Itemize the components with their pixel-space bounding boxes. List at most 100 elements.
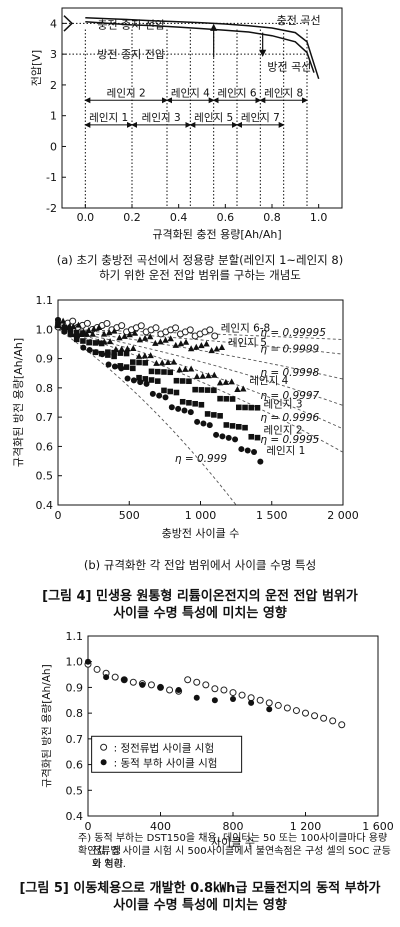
point-constant-current [229,689,237,697]
point-range-5 [111,327,118,334]
point-range-5 [131,329,139,336]
eta-label-5: η = 0.9996 [260,412,319,424]
eta-curve-3 [57,328,344,380]
eta-label-1: η = 0.99995 [260,327,326,339]
point-range-2 [123,364,130,370]
point-range-3 [111,349,117,356]
point-range-5 [75,321,82,328]
point-range-3 [73,329,80,336]
point-constant-current [320,714,328,722]
y-tick-label: 1.0 [36,323,54,336]
eta-label-6: η = 0.9995 [260,434,319,446]
x-tick-label: 1 600 [362,820,394,833]
point-range-5 [152,339,159,346]
point-dynamic-load [211,697,218,704]
point-range-2 [167,388,174,395]
point-range-1 [251,449,258,456]
point-range-1 [124,375,131,382]
point-range-1 [105,361,112,368]
figure-4a-caption-line2: 하기 위한 운전 전압 범위를 구하는 개념도 [99,268,301,282]
range-label-4: 레인지 4 [171,87,210,99]
point-range-2 [142,376,149,382]
x-tick-label: 800 [223,820,244,833]
point-dynamic-load [248,699,255,706]
point-range-3 [136,359,142,366]
point-range-6-8 [137,322,145,330]
point-range-2 [67,326,74,333]
point-range-3 [142,360,149,366]
point-range-3 [186,378,192,385]
figure-5-note-line3: 의 영향. [92,859,126,870]
y-tick-label: 1.0 [66,656,84,669]
point-range-1 [92,349,99,356]
point-range-4 [187,365,195,372]
y-tick-label: 0.6 [36,440,54,453]
y-tick-label: 0.9 [66,681,84,694]
y-tick-label: 0.5 [36,470,54,483]
point-range-4 [164,359,172,366]
point-range-2 [154,378,161,384]
point-constant-current [256,696,264,704]
point-range-4 [141,352,149,359]
x-axis-label: 규격화된 충전 용량[Ah/Ah] [152,228,281,241]
point-range-1 [187,409,194,416]
point-range-3 [204,387,211,393]
eta-label-3: η = 0.9998 [260,367,319,379]
y-tick-label: -2 [46,202,57,215]
series-label-3: 레인지 4 [249,375,288,387]
point-range-2 [229,423,236,429]
point-range-1 [232,436,239,443]
point-range-1 [244,447,251,454]
point-range-5 [172,341,179,348]
point-range-3 [98,340,105,347]
legend-label-2: : 동적 부하 사이클 시험 [114,756,218,769]
legend-label-1: : 정전류법 사이클 시험 [114,742,215,754]
y-tick-label: -1 [46,171,57,184]
annotation-charge-end: 충전 종지 전압 [97,18,165,31]
annotation-charge-curve: 충전 곡선 [277,14,321,27]
point-range-4 [106,338,114,345]
x-tick-label: 2 000 [327,509,359,522]
point-range-2 [136,374,142,381]
point-range-6-8 [103,320,111,328]
point-range-3 [148,368,155,375]
point-range-6-8 [152,324,160,332]
point-range-4 [176,366,183,373]
y-tick-label: 1.1 [66,630,84,643]
point-range-1 [137,379,144,386]
range-label-6: 레인지 6 [218,87,257,99]
point-constant-current [302,709,309,717]
point-range-4 [182,365,189,372]
point-constant-current [129,678,137,686]
point-dynamic-load [121,676,128,683]
point-range-3 [198,387,205,393]
y-tick-label: 0.9 [36,353,54,366]
point-dynamic-load [230,696,236,702]
point-range-2 [192,400,198,407]
y-tick-label: 0.6 [66,759,84,772]
point-range-6-8 [211,332,219,340]
point-range-2 [248,433,255,440]
y-tick-label: 0.7 [36,411,54,424]
range-label-1: 레인지 1 [89,112,128,124]
point-range-2 [242,424,248,431]
y-tick-label: 4 [50,17,57,30]
x-tick-label: 0 [85,820,92,833]
eta-curve-1 [57,328,344,340]
y-tick-label: 0 [50,140,57,153]
point-range-1 [225,434,232,441]
eta-curve-7 [57,328,237,506]
point-constant-current [338,721,346,729]
point-dynamic-load [266,706,273,713]
eta-label-2: η = 0.9999 [260,343,319,355]
point-constant-current [193,678,201,686]
point-constant-current [220,686,228,694]
point-range-5 [177,340,185,347]
point-range-1 [213,431,220,438]
figure-4b-caption: (b) 규격화한 각 전압 범위에서 사이클 수명 특성 [83,558,317,572]
point-range-6-8 [69,317,77,325]
legend-box [91,735,243,773]
point-range-4 [147,352,154,359]
legend-marker-open [100,743,108,751]
point-range-4 [153,359,160,366]
